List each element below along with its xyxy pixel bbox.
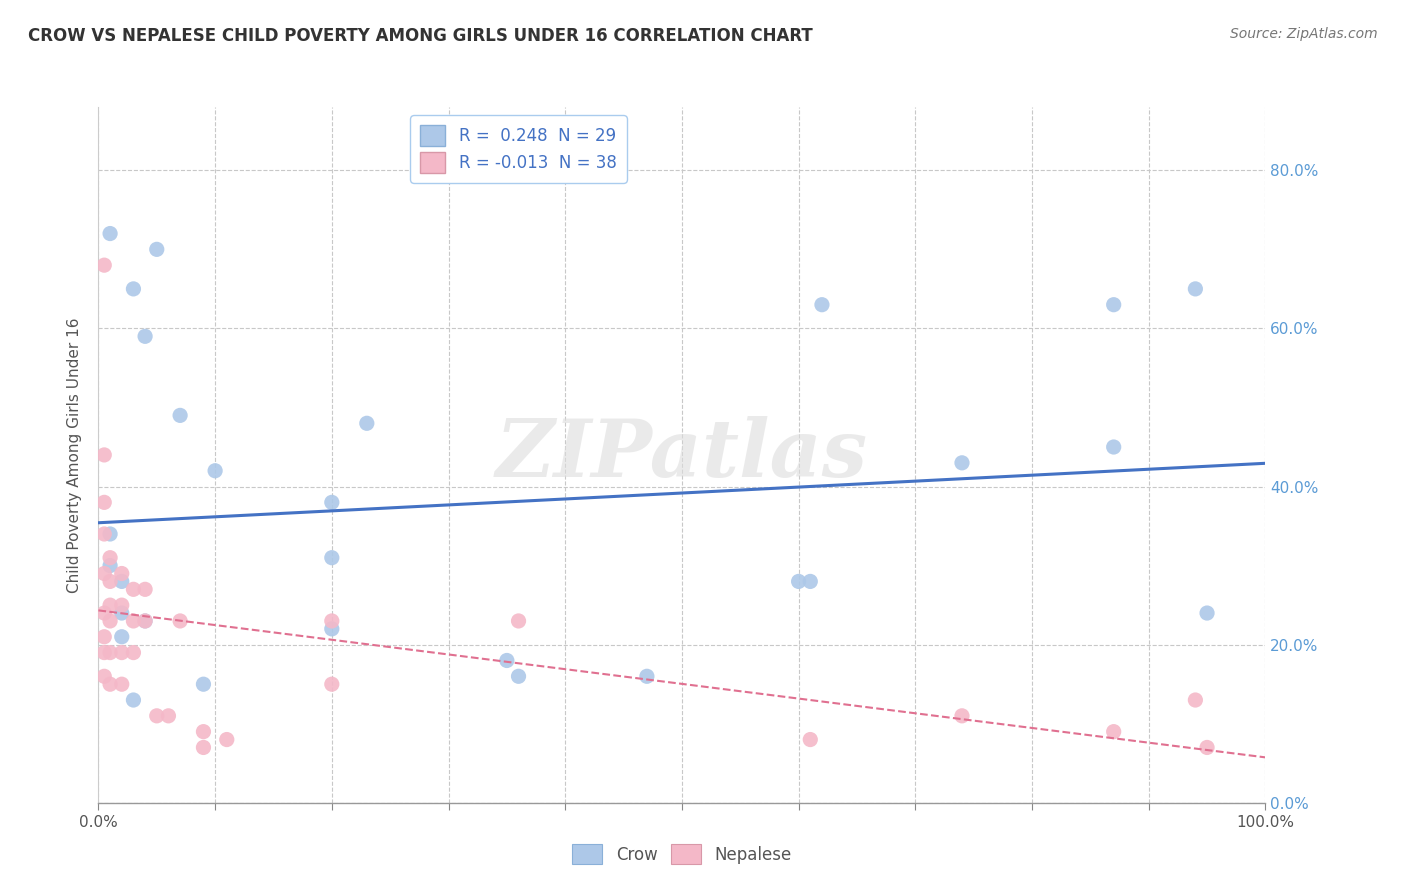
Point [134,614,156,628]
Point [146,708,169,723]
Point [193,677,215,691]
Point [111,606,134,620]
Point [321,495,343,509]
Point [111,630,134,644]
Text: Source: ZipAtlas.com: Source: ZipAtlas.com [1230,27,1378,41]
Point [122,646,145,660]
Point [111,646,134,660]
Point [215,732,238,747]
Point [134,614,156,628]
Point [169,614,191,628]
Point [111,574,134,589]
Point [93,630,115,644]
Point [157,708,180,723]
Point [111,677,134,691]
Point [787,574,810,589]
Point [93,669,115,683]
Point [811,298,834,312]
Point [122,614,145,628]
Point [1184,693,1206,707]
Point [134,329,156,343]
Point [98,527,121,541]
Point [93,566,115,581]
Point [1195,740,1218,755]
Point [93,495,115,509]
Point [134,582,156,597]
Point [98,646,121,660]
Point [508,669,530,683]
Point [93,527,115,541]
Legend: Crow, Nepalese: Crow, Nepalese [565,838,799,871]
Point [122,693,145,707]
Point [122,282,145,296]
Point [122,582,145,597]
Point [1102,724,1125,739]
Point [495,653,517,667]
Point [98,558,121,573]
Point [93,258,115,272]
Point [193,724,215,739]
Point [146,243,169,257]
Point [93,606,115,620]
Point [169,409,191,423]
Point [1195,606,1218,620]
Point [93,646,115,660]
Point [508,614,530,628]
Point [636,669,658,683]
Point [1102,440,1125,454]
Point [321,622,343,636]
Y-axis label: Child Poverty Among Girls Under 16: Child Poverty Among Girls Under 16 [67,318,83,592]
Point [98,550,121,565]
Point [98,677,121,691]
Point [204,464,226,478]
Point [1102,298,1125,312]
Point [111,598,134,612]
Point [321,550,343,565]
Point [98,598,121,612]
Point [950,708,973,723]
Point [799,574,821,589]
Point [93,448,115,462]
Point [799,732,821,747]
Point [111,566,134,581]
Text: CROW VS NEPALESE CHILD POVERTY AMONG GIRLS UNDER 16 CORRELATION CHART: CROW VS NEPALESE CHILD POVERTY AMONG GIR… [28,27,813,45]
Point [1184,282,1206,296]
Point [193,740,215,755]
Point [98,574,121,589]
Point [950,456,973,470]
Text: ZIPatlas: ZIPatlas [496,417,868,493]
Point [321,614,343,628]
Point [356,417,378,431]
Point [98,227,121,241]
Point [98,614,121,628]
Point [321,677,343,691]
